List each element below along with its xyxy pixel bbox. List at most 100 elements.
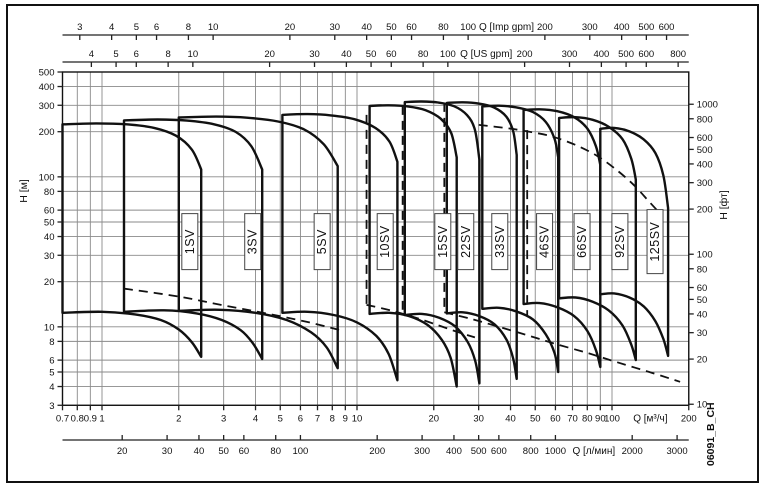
family-labels: 1SV 3SV 5SV 10SV 15SV 22SV 33SV 46SV 66SV 92SV 125… xyxy=(181,209,664,275)
family-label-box-1SV xyxy=(181,213,199,271)
tick-m3h: 9 xyxy=(343,413,348,424)
tick-lmin: 200 xyxy=(369,446,385,457)
tick-m3h: 3 xyxy=(221,413,226,424)
tick-h-ft: 400 xyxy=(697,159,713,170)
dashed-curve xyxy=(478,124,658,211)
tick-h-ft: 200 xyxy=(697,205,713,216)
tick-m3h: 200 xyxy=(681,413,697,424)
tick-lmin: 600 xyxy=(491,446,507,457)
family-label-box-66SV xyxy=(573,213,591,271)
family-envelopes xyxy=(61,100,670,388)
tick-m3h: 0.7 xyxy=(56,413,69,424)
tick-imp-gpm: 6 xyxy=(154,22,159,33)
family-label-box-33SV xyxy=(491,213,509,271)
tick-imp-gpm: 100 xyxy=(460,22,476,33)
tick-h-ft: 100 xyxy=(697,250,713,261)
tick-m3h: 20 xyxy=(428,413,439,424)
family-envelope-92SV xyxy=(557,115,637,362)
family-envelope-33SV xyxy=(445,101,518,381)
tick-us-gpm: 8 xyxy=(165,49,170,60)
family-envelope-15SV xyxy=(368,104,458,388)
tick-us-gpm: 60 xyxy=(386,49,397,60)
tick-m3h: 60 xyxy=(550,413,561,424)
tick-h-m: 8 xyxy=(49,337,54,348)
tick-lmin: 40 xyxy=(194,446,205,457)
tick-lmin: 400 xyxy=(446,446,462,457)
tick-m3h: 10 xyxy=(352,413,363,424)
tick-us-gpm: 80 xyxy=(418,49,429,60)
tick-h-ft: 800 xyxy=(697,114,713,125)
dashed-curve xyxy=(123,287,341,332)
family-label-33SV: 33SV xyxy=(493,225,507,258)
family-label-box-15SV xyxy=(434,213,452,271)
family-label-92SV: 92SV xyxy=(613,225,627,258)
family-envelope-5SV xyxy=(177,115,339,370)
tick-h-m: 50 xyxy=(44,218,55,229)
axis-unit-h-ft: H [фт] xyxy=(718,190,730,220)
tick-imp-gpm: 80 xyxy=(438,22,449,33)
tick-lmin: 80 xyxy=(270,446,281,457)
tick-h-ft: 60 xyxy=(697,283,708,294)
tick-m3h: 5 xyxy=(278,413,283,424)
tick-us-gpm: 6 xyxy=(134,49,139,60)
family-label-15SV: 15SV xyxy=(436,225,450,258)
tick-imp-gpm: 50 xyxy=(386,22,397,33)
tick-h-ft: 50 xyxy=(697,295,708,306)
tick-m3h: 4 xyxy=(253,413,258,424)
tick-imp-gpm: 8 xyxy=(186,22,191,33)
tick-h-m: 300 xyxy=(39,101,55,112)
tick-lmin: 50 xyxy=(218,446,229,457)
tick-imp-gpm: 200 xyxy=(537,22,553,33)
tick-m3h: 7 xyxy=(315,413,320,424)
tick-m3h: 100 xyxy=(604,413,620,424)
family-label-10SV: 10SV xyxy=(378,225,392,258)
tick-lmin: 60 xyxy=(239,446,250,457)
tick-h-m: 500 xyxy=(39,68,55,79)
tick-us-gpm: 400 xyxy=(593,49,609,60)
tick-h-m: 40 xyxy=(44,232,55,243)
tick-h-ft: 10 xyxy=(697,400,708,411)
tick-us-gpm: 100 xyxy=(440,49,456,60)
tick-us-gpm: 40 xyxy=(341,49,352,60)
tick-lmin: 30 xyxy=(162,446,173,457)
axis-unit-lmin: Q [л/мин] xyxy=(572,446,615,457)
tick-imp-gpm: 3 xyxy=(77,22,82,33)
tick-imp-gpm: 300 xyxy=(582,22,598,33)
tick-m3h: 30 xyxy=(473,413,484,424)
tick-us-gpm: 5 xyxy=(113,49,118,60)
tick-h-ft: 40 xyxy=(697,309,708,320)
tick-imp-gpm: 600 xyxy=(659,22,675,33)
tick-h-m: 60 xyxy=(44,206,55,217)
family-envelope-1SV xyxy=(61,122,203,359)
tick-h-m: 20 xyxy=(44,277,55,288)
tick-h-m: 400 xyxy=(39,82,55,93)
plot-border xyxy=(61,71,690,406)
family-label-66SV: 66SV xyxy=(575,225,589,258)
tick-h-m: 80 xyxy=(44,187,55,198)
tick-imp-gpm: 4 xyxy=(109,22,114,33)
tick-lmin: 100 xyxy=(292,446,308,457)
family-label-46SV: 46SV xyxy=(538,225,552,258)
tick-m3h: 2 xyxy=(176,413,181,424)
family-label-box-22SV xyxy=(457,213,475,271)
axis-unit-m3h: Q [м³/ч] xyxy=(633,413,668,424)
tick-m3h: 80 xyxy=(582,413,593,424)
tick-imp-gpm: 40 xyxy=(361,22,372,33)
tick-imp-gpm: 10 xyxy=(208,22,219,33)
axis-unit-h-m: H [м] xyxy=(18,179,30,203)
family-label-3SV: 3SV xyxy=(246,229,260,254)
tick-h-ft: 300 xyxy=(697,178,713,189)
tick-us-gpm: 600 xyxy=(638,49,654,60)
tick-imp-gpm: 30 xyxy=(330,22,341,33)
tick-m3h: 8 xyxy=(330,413,335,424)
tick-h-ft: 20 xyxy=(697,355,708,366)
tick-h-ft: 600 xyxy=(697,133,713,144)
tick-h-m: 100 xyxy=(39,172,55,183)
family-label-box-10SV xyxy=(376,213,394,271)
tick-lmin: 800 xyxy=(523,446,539,457)
tick-us-gpm: 500 xyxy=(618,49,634,60)
tick-m3h: 0.9 xyxy=(84,413,97,424)
family-envelope-22SV xyxy=(403,100,481,385)
